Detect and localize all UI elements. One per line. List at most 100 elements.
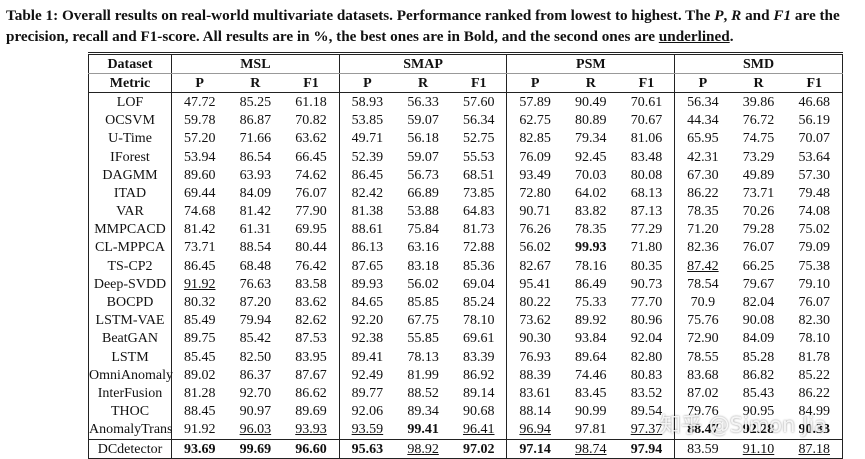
value-text: 85.22 <box>798 367 830 383</box>
value-cell: 57.89 <box>506 92 563 112</box>
value-cell: 89.69 <box>283 403 339 421</box>
value-text: 83.61 <box>519 385 551 401</box>
value-cell: 70.61 <box>619 93 675 112</box>
metric-header: R <box>227 73 284 94</box>
value-cell: 69.44 <box>171 184 228 203</box>
value-cell: 67.30 <box>674 166 731 185</box>
method-name: VAR <box>116 204 144 220</box>
value-text: 56.34 <box>687 94 719 110</box>
value-cell: 57.20 <box>171 129 228 148</box>
value-cell: 85.28 <box>731 348 787 366</box>
value-cell: 83.61 <box>506 384 563 403</box>
value-cell: 68.13 <box>619 184 675 202</box>
value-cell: 88.54 <box>227 239 283 257</box>
value-text: 86.45 <box>351 167 384 183</box>
table-row: LSTM 85.45 82.50 83.95 89.41 78.13 83.39 76.93 8… <box>89 348 843 367</box>
value-cell: 80.32 <box>171 293 228 312</box>
value-cell: 64.83 <box>451 203 507 221</box>
value-cell: 89.93 <box>338 275 396 294</box>
value-text: 81.99 <box>407 367 439 383</box>
value-cell: 92.49 <box>338 366 396 385</box>
value-text: 56.02 <box>519 240 551 256</box>
value-cell: 95.63 <box>338 438 396 459</box>
value-cell: 81.28 <box>171 384 228 403</box>
value-text: 86.92 <box>462 367 495 383</box>
value-text: 76.42 <box>295 258 327 274</box>
value-cell: 90.68 <box>451 403 507 421</box>
value-cell: 93.93 <box>283 421 339 440</box>
value-text: 79.09 <box>798 240 830 256</box>
value-text: 83.52 <box>630 385 663 401</box>
group-header: SMD <box>674 53 843 75</box>
value-cell: 96.60 <box>283 438 340 459</box>
value-text: 82.67 <box>519 258 551 274</box>
value-text: 69.44 <box>183 185 216 201</box>
value-text: 52.39 <box>351 149 384 165</box>
value-text: 59.07 <box>407 113 439 129</box>
value-text: 85.49 <box>183 313 216 329</box>
value-cell: 70.03 <box>563 166 619 184</box>
value-cell: 99.93 <box>563 239 619 257</box>
value-text: 67.75 <box>407 313 439 329</box>
value-text: 88.47 <box>687 422 719 438</box>
value-text: 42.31 <box>687 149 719 165</box>
value-cell: 59.78 <box>171 111 228 130</box>
value-text: 79.48 <box>798 185 830 201</box>
value-text: 74.75 <box>742 131 775 147</box>
value-text: 97.94 <box>630 441 663 457</box>
value-text: 78.16 <box>575 258 607 274</box>
value-text: 92.38 <box>351 331 384 347</box>
value-text: 68.51 <box>462 167 495 183</box>
value-cell: 88.61 <box>338 220 396 239</box>
value-cell: 78.35 <box>674 202 731 221</box>
header-row: Dataset MSL SMAP PSM SMD <box>88 53 843 75</box>
metric-header: P <box>506 73 563 94</box>
value-text: 86.22 <box>798 385 830 401</box>
value-cell: 81.42 <box>227 203 283 221</box>
value-text: 53.64 <box>798 149 830 165</box>
value-cell: 85.42 <box>227 330 283 348</box>
value-text: 61.31 <box>239 222 272 238</box>
value-text: 98.92 <box>407 441 439 457</box>
metric-header: R <box>730 73 787 94</box>
table-row: U-Time 57.20 71.66 63.62 49.71 56.18 52.75 82.8… <box>89 129 843 148</box>
value-cell: 88.14 <box>506 402 563 421</box>
metric-header: F1 <box>283 73 340 94</box>
metric-header: P <box>338 73 396 94</box>
value-cell: 92.45 <box>563 148 619 166</box>
value-text: 76.07 <box>295 185 327 201</box>
value-cell: 86.45 <box>171 257 228 276</box>
value-text: 86.49 <box>575 276 607 292</box>
value-text: 89.64 <box>575 349 607 365</box>
value-cell: 92.28 <box>731 421 787 440</box>
value-text: 81.38 <box>351 204 384 220</box>
value-cell: 98.92 <box>395 438 452 459</box>
value-text: 80.89 <box>575 113 607 129</box>
value-text: 75.38 <box>798 258 830 274</box>
value-text: 90.30 <box>519 331 551 347</box>
value-text: 78.13 <box>407 349 439 365</box>
value-text: 89.54 <box>630 404 663 420</box>
value-cell: 87.20 <box>227 293 283 311</box>
value-cell: 79.10 <box>786 275 842 293</box>
caption-text: and <box>741 7 774 24</box>
value-cell: 80.44 <box>283 239 339 257</box>
value-text: 89.77 <box>351 385 384 401</box>
method-name: BeatGAN <box>102 331 158 347</box>
value-text: 95.41 <box>519 276 551 292</box>
value-cell: 99.69 <box>227 438 284 459</box>
value-cell: 89.02 <box>171 366 228 385</box>
value-text: 57.30 <box>798 167 830 183</box>
value-text: 53.88 <box>407 204 439 220</box>
metric-header: P <box>171 73 228 94</box>
value-cell: 74.75 <box>731 130 787 148</box>
value-cell: 52.39 <box>338 147 396 167</box>
value-text: 93.69 <box>183 441 216 457</box>
value-cell: 89.60 <box>171 166 228 185</box>
value-cell: 85.45 <box>171 348 228 367</box>
value-text: 81.42 <box>183 222 216 238</box>
value-cell: 86.22 <box>674 184 731 203</box>
value-cell: 77.90 <box>283 203 339 221</box>
value-text: 82.04 <box>742 295 775 311</box>
value-text: 79.28 <box>742 222 775 238</box>
